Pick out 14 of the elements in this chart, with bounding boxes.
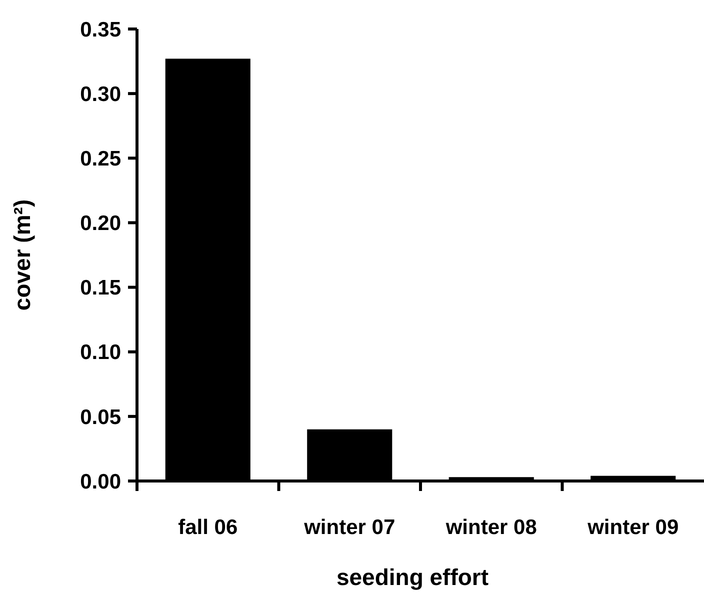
y-tick-label: 0.25 bbox=[80, 147, 122, 170]
y-tick-label: 0.35 bbox=[80, 18, 122, 42]
y-tick-label: 0.05 bbox=[80, 406, 122, 429]
y-tick-label: 0.15 bbox=[80, 276, 122, 300]
y-axis-title: cover (m²) bbox=[9, 199, 35, 311]
y-tick-label: 0.10 bbox=[80, 341, 121, 364]
y-tick-label: 0.20 bbox=[80, 212, 121, 236]
x-tick-label: fall 06 bbox=[178, 516, 238, 539]
x-tick-label: winter 07 bbox=[303, 516, 396, 539]
x-axis-title: seeding effort bbox=[336, 564, 489, 590]
x-tick-label: winter 09 bbox=[586, 516, 679, 539]
x-tick-label: winter 08 bbox=[444, 516, 538, 539]
y-tick-label: 0.30 bbox=[80, 82, 121, 106]
y-tick-label: 0.00 bbox=[80, 470, 121, 494]
